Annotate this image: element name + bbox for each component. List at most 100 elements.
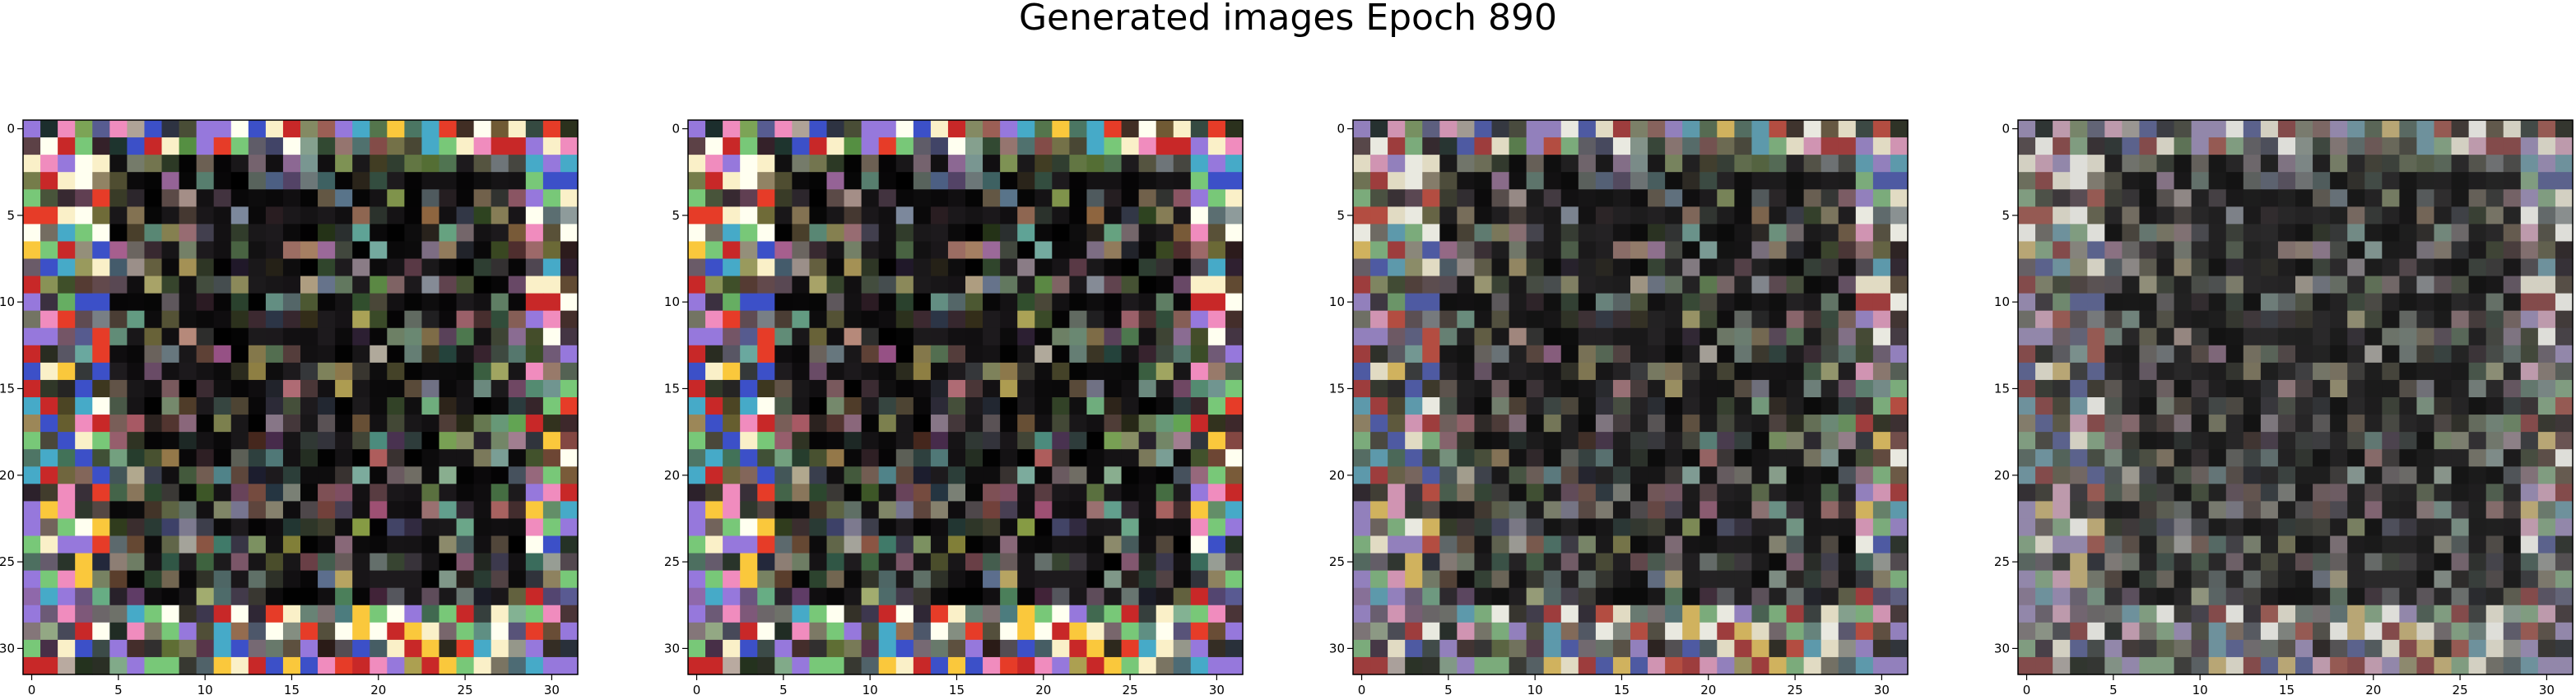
image-pixel bbox=[1769, 327, 1788, 346]
image-pixel bbox=[1700, 501, 1718, 520]
image-pixel bbox=[1405, 587, 1423, 606]
image-pixel bbox=[2156, 293, 2175, 312]
image-pixel bbox=[1121, 518, 1140, 537]
image-pixel bbox=[1052, 639, 1070, 658]
image-pixel bbox=[2208, 535, 2227, 554]
image-pixel bbox=[2087, 276, 2105, 294]
image-pixel bbox=[2156, 501, 2175, 520]
image-pixel bbox=[161, 327, 180, 346]
image-pixel bbox=[1717, 258, 1735, 277]
image-pixel bbox=[404, 432, 423, 450]
image-pixel bbox=[826, 535, 845, 554]
image-pixel bbox=[352, 501, 370, 520]
image-pixel bbox=[1734, 345, 1753, 364]
image-pixel bbox=[144, 155, 163, 173]
image-pixel bbox=[370, 224, 388, 243]
image-pixel bbox=[2416, 501, 2435, 520]
image-pixel bbox=[179, 587, 198, 606]
image-pixel bbox=[1474, 310, 1493, 329]
image-pixel bbox=[1121, 155, 1140, 173]
image-pixel bbox=[2330, 535, 2348, 554]
image-pixel bbox=[2451, 570, 2470, 589]
image-pixel bbox=[930, 120, 949, 138]
image-pixel bbox=[1890, 362, 1909, 381]
image-pixel bbox=[1855, 276, 1874, 294]
image-pixel bbox=[179, 379, 198, 398]
image-pixel bbox=[878, 206, 897, 225]
image-pixel bbox=[1225, 535, 1244, 554]
image-pixel bbox=[1682, 535, 1700, 554]
image-pixel bbox=[456, 415, 475, 433]
image-pixel bbox=[2070, 310, 2088, 329]
image-pixel bbox=[947, 518, 966, 537]
image-pixel bbox=[2295, 466, 2313, 484]
image-pixel bbox=[491, 639, 509, 658]
image-pixel bbox=[1595, 155, 1614, 173]
image-pixel bbox=[1207, 484, 1226, 502]
image-pixel bbox=[1104, 622, 1123, 641]
image-pixel bbox=[473, 484, 492, 502]
image-pixel bbox=[179, 570, 198, 589]
image-pixel bbox=[1769, 553, 1788, 572]
image-pixel bbox=[2104, 622, 2123, 641]
image-pixel bbox=[2070, 258, 2088, 277]
image-pixel bbox=[58, 466, 76, 484]
image-pixel bbox=[1769, 172, 1788, 190]
image-pixel bbox=[161, 310, 180, 329]
image-pixel bbox=[2035, 605, 2053, 623]
image-pixel bbox=[75, 310, 93, 329]
image-pixel bbox=[2243, 553, 2262, 572]
image-pixel bbox=[705, 639, 723, 658]
image-pixel bbox=[1035, 224, 1053, 243]
image-pixel bbox=[109, 639, 128, 658]
image-pixel bbox=[1155, 293, 1174, 312]
image-pixel bbox=[352, 570, 370, 589]
image-pixel bbox=[983, 224, 1001, 243]
image-pixel bbox=[127, 206, 146, 225]
image-pixel bbox=[491, 189, 509, 207]
image-pixel bbox=[92, 570, 110, 589]
image-pixel bbox=[370, 432, 388, 450]
image-pixel bbox=[2364, 189, 2383, 207]
image-pixel bbox=[404, 622, 423, 641]
image-pixel bbox=[1509, 553, 1527, 572]
image-pixel bbox=[1388, 535, 1406, 554]
image-pixel bbox=[1872, 172, 1891, 190]
image-pixel bbox=[370, 345, 388, 364]
image-pixel bbox=[491, 276, 509, 294]
x-tick-label: 10 bbox=[198, 683, 213, 695]
image-pixel bbox=[2191, 570, 2210, 589]
image-pixel bbox=[2191, 224, 2210, 243]
image-pixel bbox=[1052, 484, 1070, 502]
image-pixel bbox=[861, 345, 880, 364]
image-pixel bbox=[774, 501, 793, 520]
image-pixel bbox=[688, 484, 706, 502]
image-pixel bbox=[161, 276, 180, 294]
image-pixel bbox=[2070, 327, 2088, 346]
image-pixel bbox=[2104, 241, 2123, 260]
x-tick-label: 5 bbox=[114, 683, 123, 695]
image-pixel bbox=[1803, 587, 1822, 606]
image-pixel bbox=[2451, 449, 2470, 467]
image-pixel bbox=[1491, 379, 1510, 398]
image-pixel bbox=[491, 379, 509, 398]
image-pixel bbox=[1069, 224, 1088, 243]
image-pixel bbox=[352, 276, 370, 294]
image-pixel bbox=[352, 120, 370, 138]
image-pixel bbox=[2537, 189, 2556, 207]
image-pixel bbox=[2399, 258, 2418, 277]
image-pixel bbox=[1872, 449, 1891, 467]
image-pixel bbox=[1405, 241, 1423, 260]
image-pixel bbox=[525, 137, 544, 155]
image-pixel bbox=[230, 120, 249, 138]
image-pixel bbox=[2191, 345, 2210, 364]
image-pixel bbox=[1035, 518, 1053, 537]
image-pixel bbox=[1751, 345, 1770, 364]
image-pixel bbox=[947, 137, 966, 155]
image-pixel bbox=[1474, 172, 1493, 190]
image-pixel bbox=[1439, 258, 1458, 277]
image-pixel bbox=[1422, 466, 1440, 484]
x-tick-label: 25 bbox=[1123, 683, 1138, 695]
image-pixel bbox=[2191, 362, 2210, 381]
image-pixel bbox=[2399, 535, 2418, 554]
